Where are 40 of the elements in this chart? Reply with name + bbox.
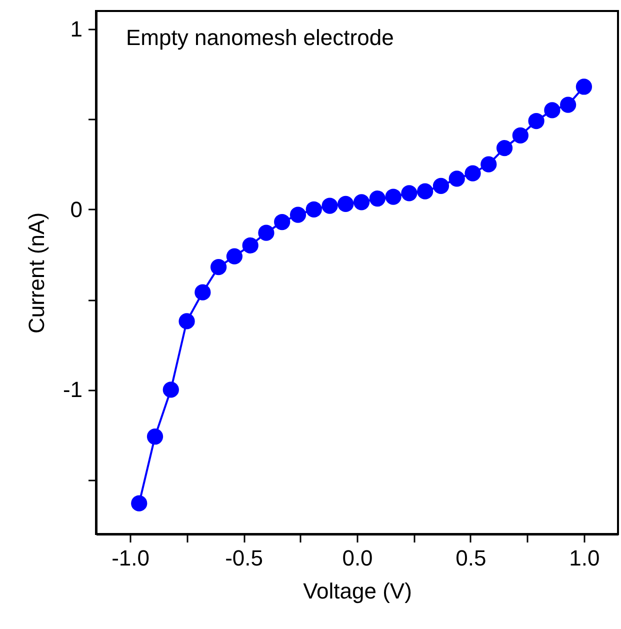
point	[353, 194, 370, 210]
annotation: Empty nanomesh electrode	[126, 25, 394, 50]
x-tick-label: 0.0	[342, 546, 373, 570]
point	[528, 112, 544, 130]
y-tick-label: 0	[70, 196, 82, 222]
point	[544, 102, 560, 118]
point	[194, 284, 211, 300]
y-tick-label: -1	[62, 377, 82, 402]
point	[338, 196, 354, 212]
point	[480, 156, 497, 172]
point	[131, 495, 148, 512]
x-tick-label: -0.5	[225, 546, 263, 570]
point	[146, 428, 164, 445]
point	[560, 96, 576, 113]
point	[242, 237, 258, 254]
point	[162, 382, 179, 398]
point	[432, 178, 450, 194]
point	[512, 127, 528, 144]
point	[401, 185, 418, 202]
point	[290, 206, 306, 223]
point	[385, 188, 402, 205]
point	[226, 248, 243, 264]
x-tick-label: 1.0	[569, 546, 600, 570]
point	[369, 190, 386, 207]
x-tick-label: -1.0	[112, 546, 150, 570]
x-tick-label: 0.5	[456, 546, 486, 570]
point	[448, 170, 465, 187]
point	[496, 140, 513, 156]
point	[306, 201, 322, 218]
point	[417, 183, 434, 200]
point	[258, 224, 274, 241]
x-axis-title: Voltage (V)	[303, 578, 412, 604]
point	[210, 259, 227, 276]
point	[576, 78, 592, 95]
y-axis-title: Current (nA)	[24, 212, 49, 334]
point	[178, 313, 195, 330]
point	[322, 198, 338, 214]
point	[464, 165, 481, 182]
point	[274, 214, 290, 230]
y-tick-label: 1	[70, 16, 82, 42]
